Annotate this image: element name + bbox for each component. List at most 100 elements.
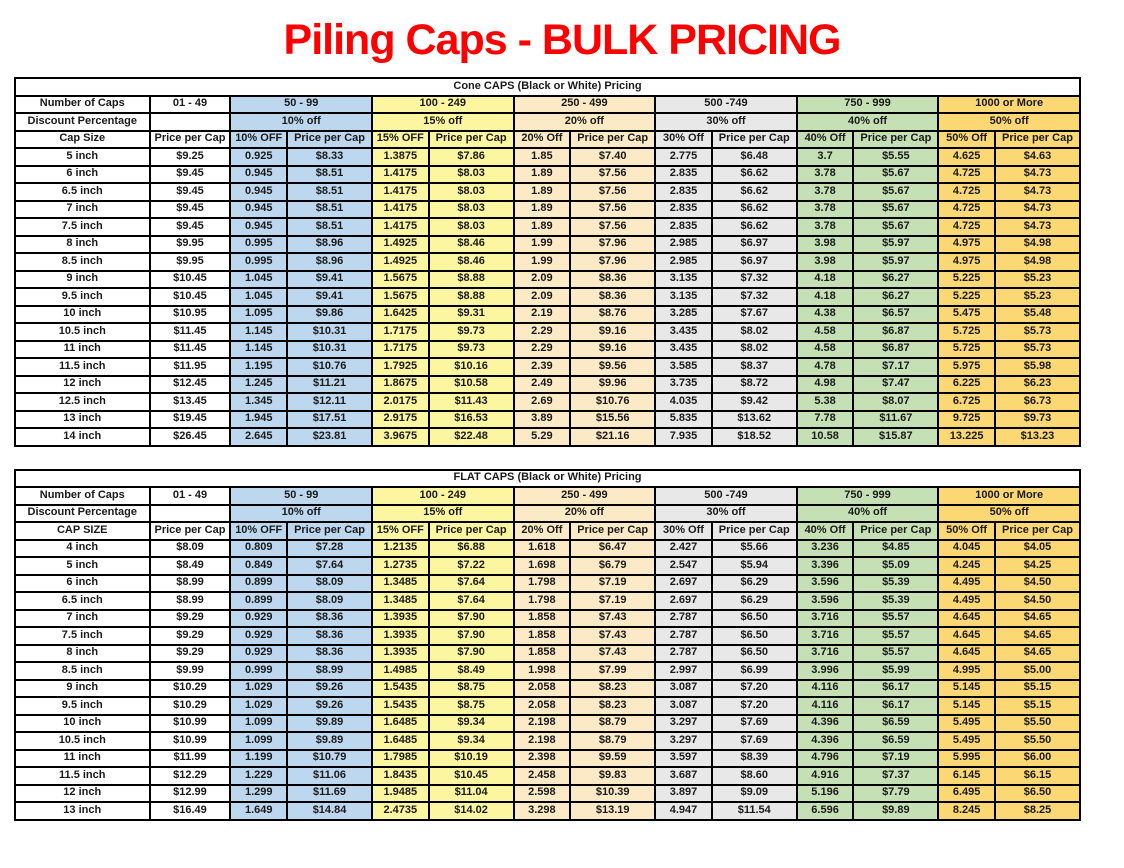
price-cell: $12.45: [148, 374, 232, 394]
price-cell: 1.4175: [371, 217, 430, 237]
price-cell: 3.135: [654, 287, 713, 307]
price-cell: 2.398: [512, 748, 572, 768]
price-cell: $9.45: [148, 199, 232, 219]
column-header: Price per Cap: [710, 521, 798, 541]
price-cell: $5.39: [852, 591, 940, 611]
price-cell: $7.90: [427, 626, 515, 646]
caps-range-header: 750 - 999: [795, 94, 940, 114]
price-cell: 1.89: [512, 199, 572, 219]
column-header: Price per Cap: [286, 521, 373, 541]
table-title: FLAT CAPS (Black or White) Pricing: [14, 468, 1081, 488]
cap-size-cell: 13 inch: [14, 409, 151, 429]
price-cell: $11.45: [148, 339, 232, 359]
price-cell: $5.15: [993, 696, 1082, 716]
price-cell: $6.62: [710, 164, 798, 184]
price-cell: $6.48: [710, 147, 798, 167]
table-row: 6 inch $9.45 0.945 $8.51 1.4175 $8.03 1.89 $7.5…: [14, 164, 1082, 184]
price-cell: $6.50: [710, 608, 798, 628]
price-cell: 2.835: [654, 217, 713, 237]
discount-header: 50% off: [937, 503, 1081, 523]
table-row: 9.5 inch $10.29 1.029 $9.26 1.5435 $8.75 2.058…: [14, 696, 1082, 716]
price-cell: 13.225: [937, 427, 996, 447]
price-cell: 3.236: [795, 538, 855, 558]
caps-range-header: 500 -749: [654, 486, 798, 506]
row-header-label: Discount Percentage: [14, 112, 151, 132]
price-cell: $4.05: [993, 538, 1082, 558]
price-cell: 1.245: [229, 374, 289, 394]
price-cell: 2.645: [229, 427, 289, 447]
price-cell: 2.787: [654, 643, 713, 663]
price-cell: $7.56: [569, 182, 657, 202]
price-cell: 1.6425: [371, 304, 430, 324]
price-cell: $10.76: [569, 392, 657, 412]
table-row: 12.5 inch $13.45 1.345 $12.11 2.0175 $11.43 2.…: [14, 392, 1082, 412]
price-cell: $7.43: [569, 626, 657, 646]
price-cell: $7.19: [852, 748, 940, 768]
price-cell: $6.97: [710, 252, 798, 272]
price-cell: $13.19: [569, 801, 657, 821]
price-cell: $7.32: [710, 269, 798, 289]
flat-caps-pricing-table: FLAT CAPS (Black or White) Pricing Number…: [14, 468, 1082, 821]
price-cell: $9.29: [148, 643, 232, 663]
price-cell: $7.37: [852, 766, 940, 786]
discount-header: 30% off: [654, 503, 798, 523]
price-cell: $8.36: [286, 608, 373, 628]
price-cell: $11.21: [286, 374, 373, 394]
cap-size-cell: 6 inch: [14, 573, 151, 593]
price-cell: $10.99: [148, 731, 232, 751]
price-cell: $6.00: [993, 748, 1082, 768]
price-cell: $9.73: [993, 409, 1082, 429]
price-cell: $21.16: [569, 427, 657, 447]
price-cell: $8.79: [569, 731, 657, 751]
column-header: 40% Off: [795, 521, 855, 541]
price-cell: $8.60: [710, 766, 798, 786]
price-cell: $4.98: [993, 252, 1082, 272]
price-cell: 4.725: [937, 182, 996, 202]
price-cell: 3.396: [795, 556, 855, 576]
price-cell: $8.51: [286, 164, 373, 184]
price-cell: 4.725: [937, 217, 996, 237]
price-cell: 1.89: [512, 182, 572, 202]
table-row: 13 inch $19.45 1.945 $17.51 2.9175 $16.53 3.89…: [14, 409, 1082, 429]
price-cell: $11.45: [148, 322, 232, 342]
price-cell: $10.45: [148, 269, 232, 289]
table-row: 7.5 inch $9.29 0.929 $8.36 1.3935 $7.90 1.858 $…: [14, 626, 1082, 646]
price-cell: $8.49: [427, 661, 515, 681]
page-title: Piling Caps - BULK PRICING: [283, 16, 842, 64]
table-row: 7 inch $9.45 0.945 $8.51 1.4175 $8.03 1.89 $7.5…: [14, 199, 1082, 219]
price-cell: 0.945: [229, 217, 289, 237]
price-cell: 0.925: [229, 147, 289, 167]
price-cell: $10.31: [286, 322, 373, 342]
table-title-row: Cone CAPS (Black or White) Pricing: [14, 77, 1081, 97]
table-row: 10 inch $10.99 1.099 $9.89 1.6485 $9.34 2.198 $…: [14, 713, 1082, 733]
price-cell: 1.998: [512, 661, 572, 681]
price-cell: 0.999: [229, 661, 289, 681]
cap-size-cell: 13 inch: [14, 801, 151, 821]
cap-size-cell: 10 inch: [14, 304, 151, 324]
price-cell: $9.73: [427, 339, 515, 359]
price-cell: $10.95: [148, 304, 232, 324]
price-cell: $7.99: [569, 661, 657, 681]
price-cell: 1.099: [229, 713, 289, 733]
price-cell: $9.73: [427, 322, 515, 342]
price-cell: $8.25: [993, 801, 1082, 821]
price-cell: 1.89: [512, 164, 572, 184]
price-cell: 2.09: [512, 287, 572, 307]
price-cell: $7.96: [569, 252, 657, 272]
price-cell: $5.99: [852, 661, 940, 681]
row-header-label: Number of Caps: [14, 486, 151, 506]
cap-size-cell: 11 inch: [14, 748, 151, 768]
price-cell: $8.96: [286, 234, 373, 254]
price-cell: 1.045: [229, 287, 289, 307]
caps-range-header: 250 - 499: [512, 486, 657, 506]
column-header: Price per Cap: [993, 129, 1082, 149]
cap-size-cell: 11.5 inch: [14, 766, 151, 786]
price-cell: 1.3935: [371, 626, 430, 646]
price-cell: 2.09: [512, 269, 572, 289]
price-cell: 8.245: [937, 801, 996, 821]
price-cell: $5.50: [993, 731, 1082, 751]
price-cell: $8.09: [148, 538, 232, 558]
price-cell: $7.47: [852, 374, 940, 394]
price-cell: 4.645: [937, 626, 996, 646]
table-row: 13 inch $16.49 1.649 $14.84 2.4735 $14.02 3.29…: [14, 801, 1082, 821]
